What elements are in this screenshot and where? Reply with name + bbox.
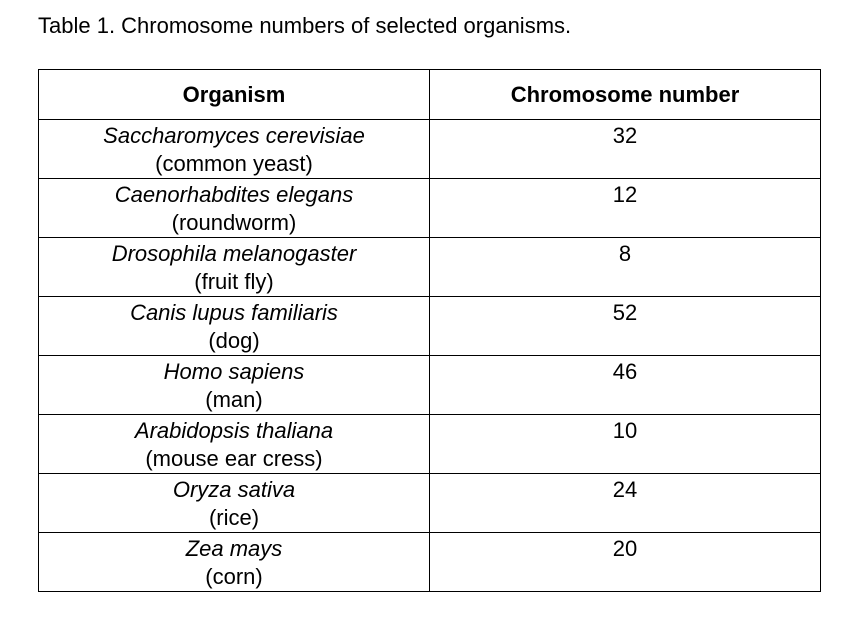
scientific-name: Caenorhabdites elegans [114,182,354,207]
scientific-name: Saccharomyces cerevisiae [103,123,365,148]
chromosome-number: 52 [429,296,821,356]
organism-cell: Saccharomyces cerevisiae (common yeast) [38,119,430,179]
table-row: Zea mays (corn) 20 [38,532,821,592]
scientific-name: Zea mays [185,536,283,561]
organism-cell: Caenorhabdites elegans (roundworm) [38,178,430,238]
table-header-row: Organism Chromosome number [38,69,821,120]
chromosome-number: 46 [429,355,821,415]
table-row: Homo sapiens (man) 46 [38,355,821,415]
scientific-name: Oryza sativa [172,477,296,502]
table-caption: Table 1. Chromosome numbers of selected … [38,13,572,38]
chromosome-table: Organism Chromosome number Saccharomyces… [38,69,821,592]
header-organism: Organism [38,69,430,120]
chromosome-number: 24 [429,473,821,533]
organism-cell: Oryza sativa (rice) [38,473,430,533]
common-name: (roundworm) [171,210,297,235]
organism-cell: Homo sapiens (man) [38,355,430,415]
organism-cell: Arabidopsis thaliana (mouse ear cress) [38,414,430,474]
scientific-name: Drosophila melanogaster [111,241,357,266]
scientific-name: Canis lupus familiaris [130,300,338,325]
chromosome-number: 32 [429,119,821,179]
chromosome-number: 8 [429,237,821,297]
table-row: Drosophila melanogaster (fruit fly) 8 [38,237,821,297]
chromosome-number: 12 [429,178,821,238]
table-row: Arabidopsis thaliana (mouse ear cress) 1… [38,414,821,474]
common-name: (rice) [208,505,260,530]
table-row: Caenorhabdites elegans (roundworm) 12 [38,178,821,238]
chromosome-number: 20 [429,532,821,592]
organism-cell: Drosophila melanogaster (fruit fly) [38,237,430,297]
organism-cell: Canis lupus familiaris (dog) [38,296,430,356]
chromosome-number: 10 [429,414,821,474]
scientific-name: Arabidopsis thaliana [134,418,334,443]
scientific-name: Homo sapiens [163,359,305,384]
common-name: (fruit fly) [194,269,274,294]
table-row: Oryza sativa (rice) 24 [38,473,821,533]
table-row: Canis lupus familiaris (dog) 52 [38,296,821,356]
header-chromosome-number: Chromosome number [429,69,821,120]
common-name: (common yeast) [155,151,313,176]
table-row: Saccharomyces cerevisiae (common yeast) … [38,119,821,179]
common-name: (dog) [208,328,260,353]
common-name: (mouse ear cress) [145,446,323,471]
organism-cell: Zea mays (corn) [38,532,430,592]
common-name: (man) [205,387,263,412]
common-name: (corn) [205,564,263,589]
